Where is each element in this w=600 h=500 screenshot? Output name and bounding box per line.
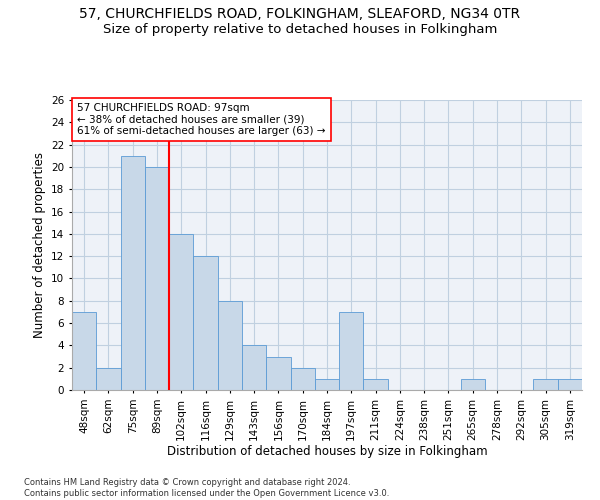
Bar: [193, 256, 218, 390]
Bar: [121, 156, 145, 390]
Bar: [266, 356, 290, 390]
Bar: [315, 379, 339, 390]
X-axis label: Distribution of detached houses by size in Folkingham: Distribution of detached houses by size …: [167, 446, 487, 458]
Bar: [169, 234, 193, 390]
Text: Contains HM Land Registry data © Crown copyright and database right 2024.
Contai: Contains HM Land Registry data © Crown c…: [24, 478, 389, 498]
Bar: [461, 379, 485, 390]
Text: 57, CHURCHFIELDS ROAD, FOLKINGHAM, SLEAFORD, NG34 0TR: 57, CHURCHFIELDS ROAD, FOLKINGHAM, SLEAF…: [79, 8, 521, 22]
Text: 57 CHURCHFIELDS ROAD: 97sqm
← 38% of detached houses are smaller (39)
61% of sem: 57 CHURCHFIELDS ROAD: 97sqm ← 38% of det…: [77, 103, 326, 136]
Bar: [218, 301, 242, 390]
Y-axis label: Number of detached properties: Number of detached properties: [32, 152, 46, 338]
Bar: [364, 379, 388, 390]
Bar: [290, 368, 315, 390]
Bar: [96, 368, 121, 390]
Text: Size of property relative to detached houses in Folkingham: Size of property relative to detached ho…: [103, 22, 497, 36]
Bar: [533, 379, 558, 390]
Bar: [339, 312, 364, 390]
Bar: [72, 312, 96, 390]
Bar: [242, 346, 266, 390]
Bar: [145, 167, 169, 390]
Bar: [558, 379, 582, 390]
